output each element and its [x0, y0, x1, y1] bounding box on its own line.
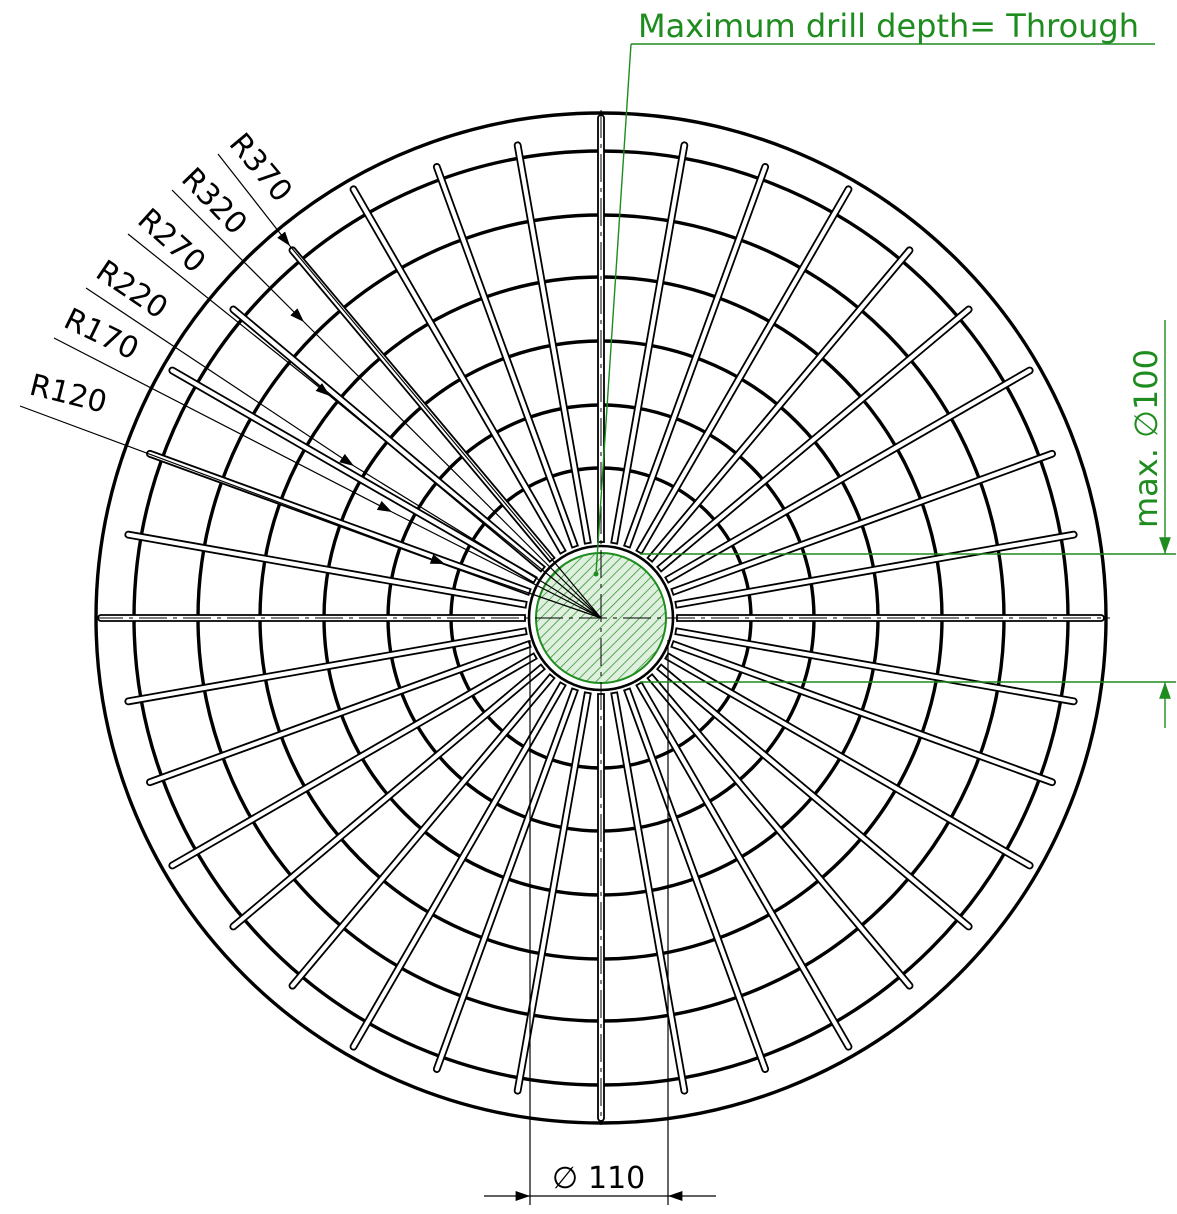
rib-19	[97, 614, 526, 622]
rib-16	[168, 652, 538, 870]
drill-note: Maximum drill depth= Through	[593, 7, 1155, 577]
rib-12	[432, 687, 579, 1073]
rib-30	[623, 163, 770, 549]
radius-leader-line-4	[329, 395, 602, 619]
rib-13	[349, 681, 567, 1051]
rib-3	[670, 640, 1056, 787]
rib-17	[146, 640, 532, 787]
note-leader-dot	[593, 571, 599, 577]
radius-leader-arrow-2	[53, 337, 393, 513]
rib-11	[513, 691, 592, 1095]
rib-4	[664, 652, 1034, 870]
radius-leader-arrow-1	[19, 405, 446, 565]
rib-8	[623, 687, 770, 1073]
rib-35	[670, 449, 1056, 596]
rib-26	[432, 163, 579, 549]
rib-7	[635, 681, 853, 1051]
radial-ribs	[97, 114, 1105, 1122]
radius-labels: R120 R170 R220 R270 R320 R370	[26, 127, 299, 421]
rib-27	[513, 141, 592, 545]
drill-depth-note: Maximum drill depth= Through	[638, 7, 1139, 45]
note-leader	[595, 43, 632, 575]
rib-22	[168, 366, 538, 584]
rib-18	[124, 627, 528, 706]
radius-leaders	[19, 153, 602, 619]
bore-dimension-label: 110	[588, 1161, 645, 1196]
radius-leader-line-3	[353, 465, 602, 619]
radius-leader-arrow-5	[171, 189, 305, 323]
rib-15	[229, 663, 546, 931]
radius-leader-arrow-6	[217, 153, 291, 247]
radius-leader-line-2	[391, 511, 602, 619]
rib-34	[664, 366, 1034, 584]
rib-20	[124, 530, 528, 609]
radius-leader-line-5	[303, 321, 602, 619]
radius-leader-line-6	[289, 245, 602, 619]
rib-33	[656, 305, 973, 573]
radius-leader-arrow-4	[127, 233, 331, 397]
rib-29	[610, 141, 689, 545]
bore-dimension: ∅ 110	[484, 640, 716, 1205]
hole-dimension: max. ∅100	[640, 320, 1176, 728]
rib-6	[646, 673, 914, 990]
radius-leader-arrow-3	[85, 287, 355, 467]
rib-32	[646, 246, 914, 563]
rib-28	[597, 114, 605, 543]
rib-14	[288, 673, 556, 990]
rib-5	[656, 663, 973, 931]
rib-25	[349, 185, 567, 555]
rib-23	[229, 305, 546, 573]
radius-leader-line-1	[444, 563, 602, 619]
rib-36	[674, 530, 1078, 609]
rib-2	[674, 627, 1078, 706]
rib-31	[635, 185, 853, 555]
hole-dimension-label: max. ∅100	[1127, 349, 1165, 528]
label-r170: R170	[58, 302, 144, 368]
diameter-symbol: ∅	[552, 1161, 578, 1196]
